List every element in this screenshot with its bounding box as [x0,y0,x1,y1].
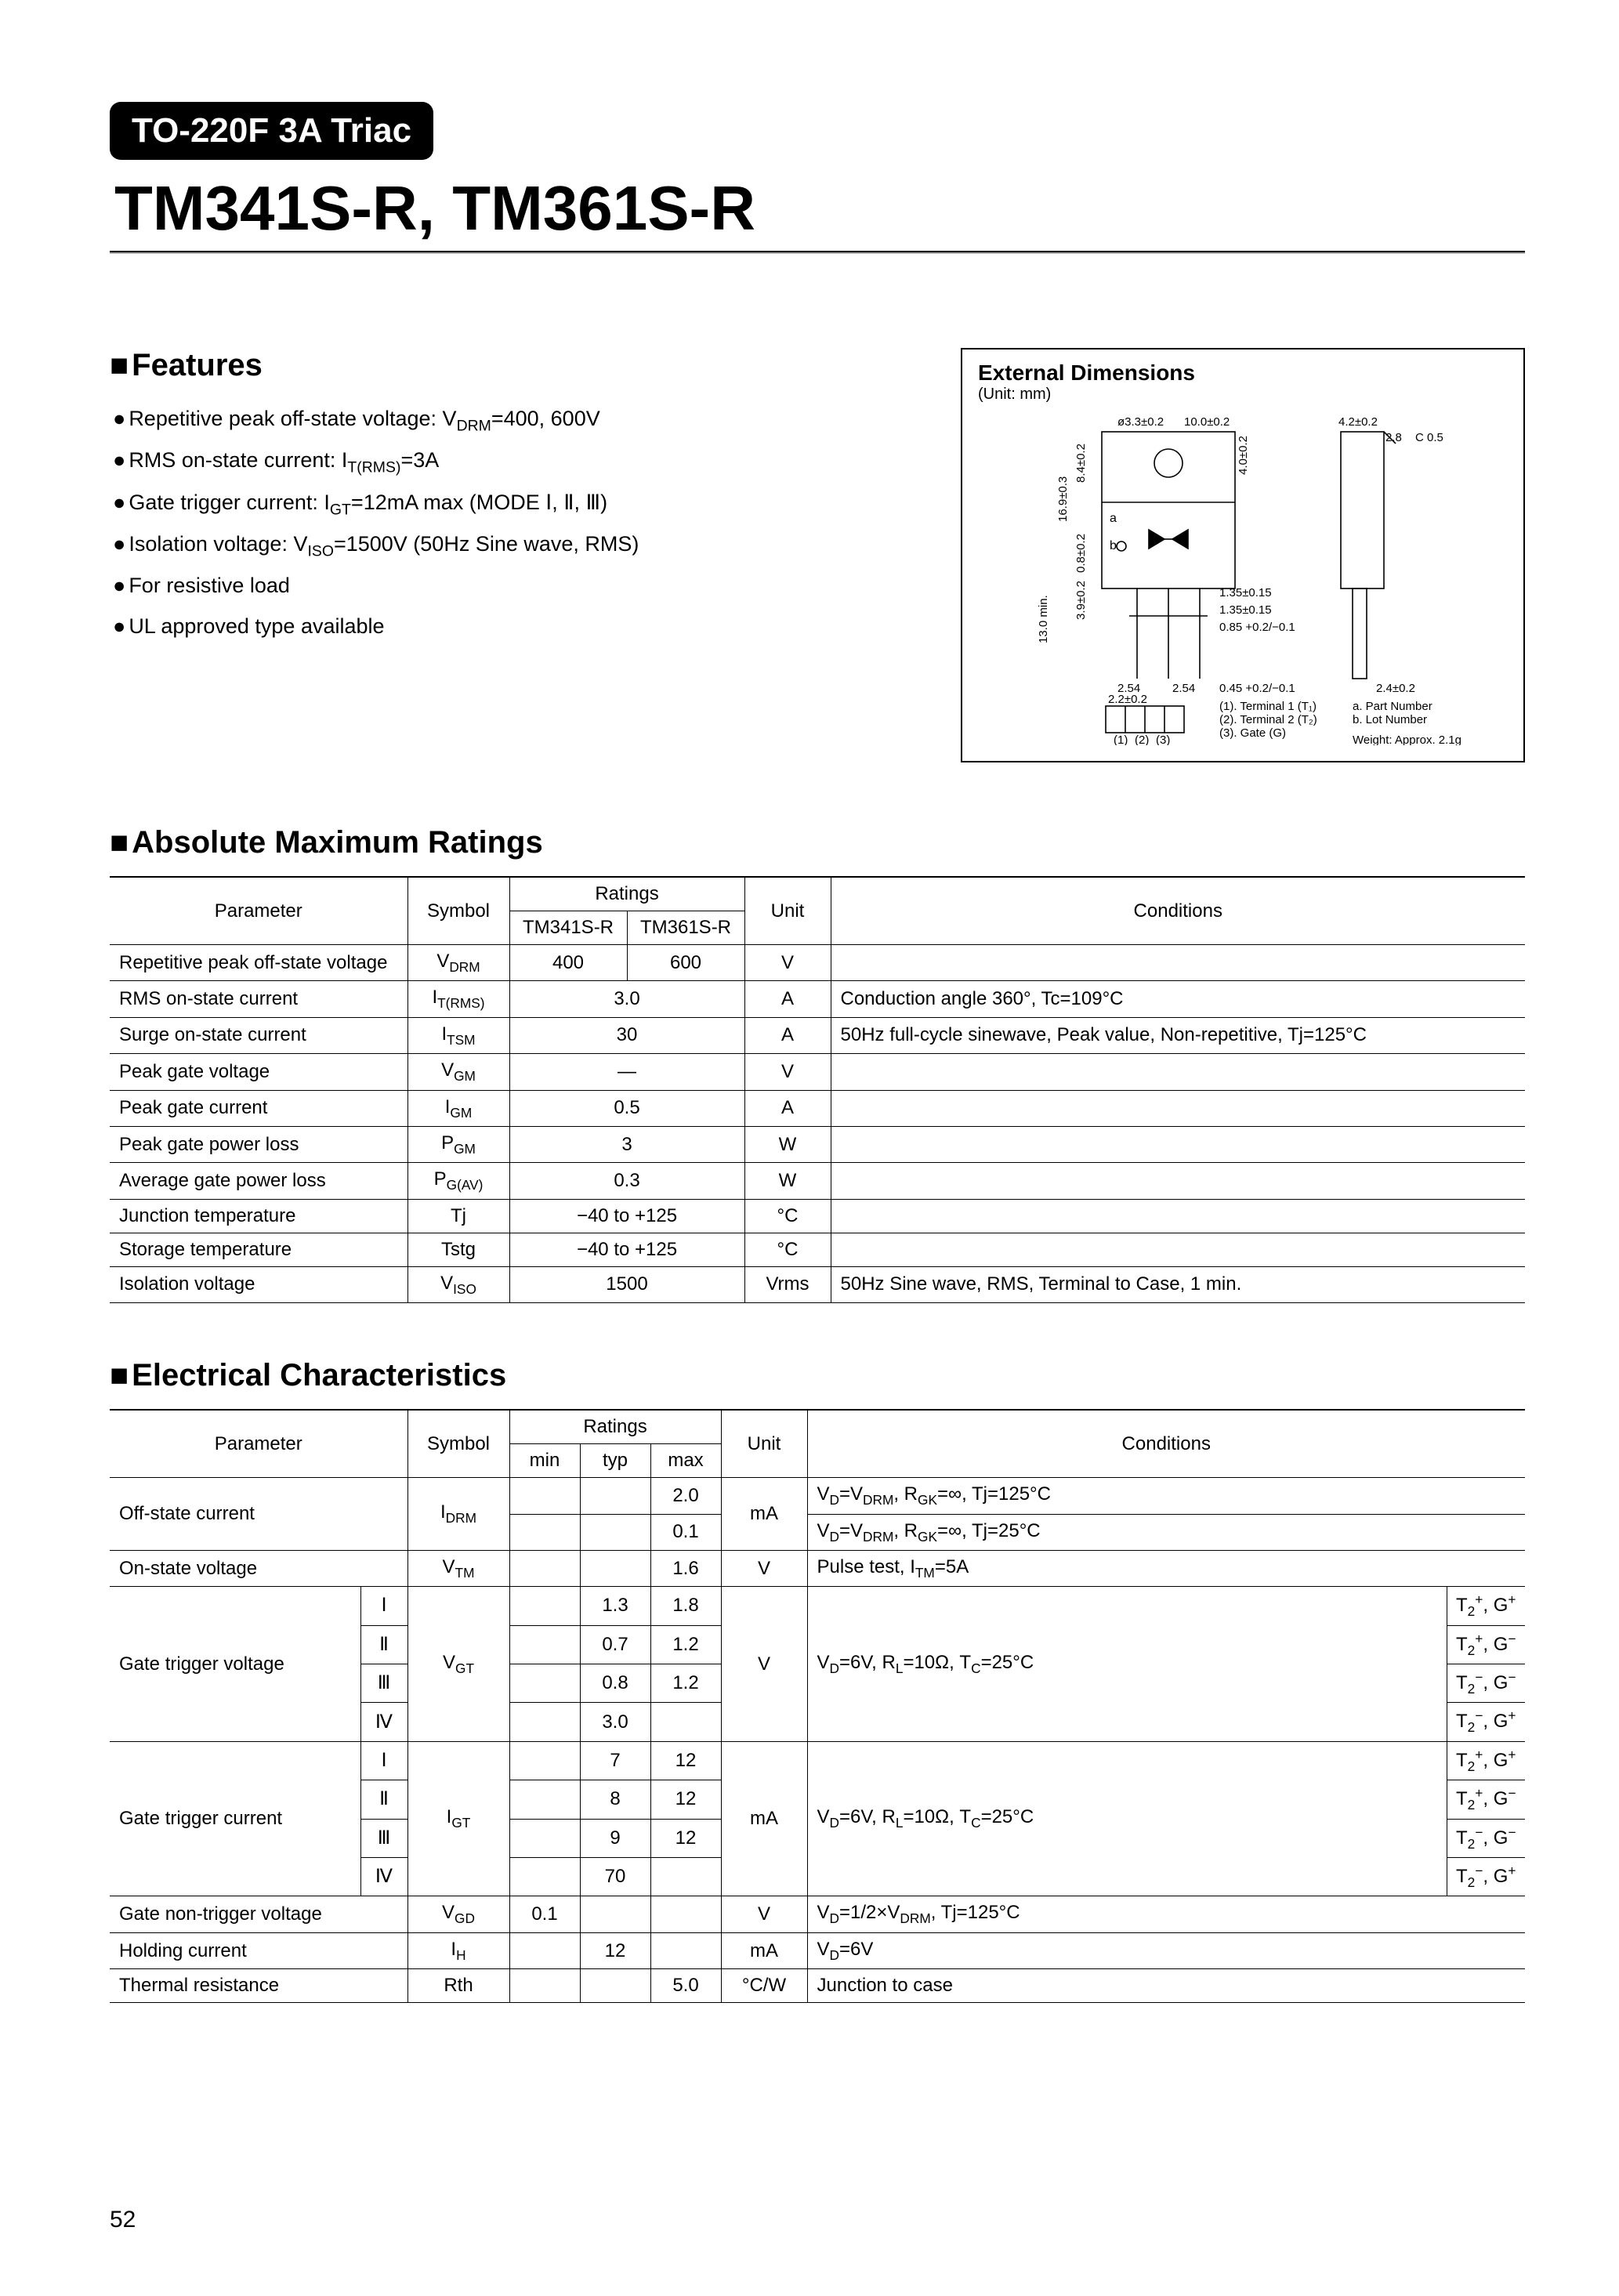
absmax-table: Parameter Symbol Ratings Unit Conditions… [110,876,1525,1303]
svg-text:(1). Terminal 1 (T₁): (1). Terminal 1 (T₁) [1219,700,1317,713]
table-row: Gate trigger voltageⅠVGT1.31.8VVD=6V, RL… [110,1587,1525,1625]
svg-text:a: a [1110,512,1117,525]
feature-item: RMS on-state current: IT(RMS)=3A [110,440,929,482]
feature-item: UL approved type available [110,607,929,646]
table-row: On-state voltageVTM 1.6V Pulse test, ITM… [110,1550,1525,1586]
svg-text:(3): (3) [1156,733,1170,745]
svg-text:C 0.5: C 0.5 [1415,431,1443,444]
svg-text:10.0±0.2: 10.0±0.2 [1184,415,1230,429]
svg-text:0.85 +0.2/−0.1: 0.85 +0.2/−0.1 [1219,621,1295,634]
svg-text:(1): (1) [1114,733,1128,745]
svg-text:2.54: 2.54 [1172,682,1195,695]
table-row: Average gate power lossPG(AV)0.3W [110,1163,1525,1199]
table-row: Gate trigger currentⅠIGT712mAVD=6V, RL=1… [110,1741,1525,1780]
svg-text:2.4±0.2: 2.4±0.2 [1376,682,1415,695]
svg-text:8.4±0.2: 8.4±0.2 [1074,444,1088,483]
svg-text:2.2±0.2: 2.2±0.2 [1108,693,1147,706]
svg-text:4.0±0.2: 4.0±0.2 [1237,436,1250,475]
table-row: Repetitive peak off-state voltageVDRM400… [110,945,1525,981]
svg-text:2.8: 2.8 [1385,431,1402,444]
svg-text:Weight: Approx. 2.1g: Weight: Approx. 2.1g [1353,733,1461,745]
table-row: Peak gate voltageVGM—V [110,1054,1525,1090]
absmax-title: Absolute Maximum Ratings [110,825,1525,860]
table-row: Peak gate currentIGM0.5A [110,1090,1525,1126]
svg-text:16.9±0.3: 16.9±0.3 [1056,476,1070,522]
svg-text:1.35±0.15: 1.35±0.15 [1219,586,1272,599]
table-row: Isolation voltageVISO1500Vrms50Hz Sine w… [110,1266,1525,1302]
table-row: Storage temperatureTstg−40 to +125°C [110,1233,1525,1266]
table-row: RMS on-state currentIT(RMS)3.0AConductio… [110,981,1525,1017]
table-row: Holding currentIH 12mA VD=6V [110,1932,1525,1968]
svg-text:(3). Gate (G): (3). Gate (G) [1219,726,1286,740]
svg-text:b. Lot Number: b. Lot Number [1353,713,1427,726]
table-row: Surge on-state currentITSM30A50Hz full-c… [110,1017,1525,1053]
svg-text:b: b [1110,539,1117,552]
features-list: Repetitive peak off-state voltage: VDRM=… [110,399,929,646]
svg-text:ø3.3±0.2: ø3.3±0.2 [1117,415,1164,429]
svg-text:0.8±0.2: 0.8±0.2 [1074,534,1088,573]
svg-text:(2). Terminal 2 (T₂): (2). Terminal 2 (T₂) [1219,713,1317,726]
dimensions-unit: (Unit: mm) [978,386,1508,404]
dimensions-box: External Dimensions (Unit: mm) a b [961,348,1525,762]
table-row: Thermal resistanceRth 5.0°C/W Junction t… [110,1969,1525,2003]
table-row: Gate non-trigger voltageVGD 0.1V VD=1/2×… [110,1896,1525,1932]
svg-text:13.0 min.: 13.0 min. [1037,595,1050,643]
feature-item: Repetitive peak off-state voltage: VDRM=… [110,399,929,440]
page-headline: TM341S-R, TM361S-R [110,172,1525,244]
table-row: Peak gate power lossPGM3W [110,1126,1525,1162]
svg-text:a. Part Number: a. Part Number [1353,700,1432,713]
page-number: 52 [110,2207,1525,2233]
headline-underline [110,251,1525,254]
svg-text:1.35±0.15: 1.35±0.15 [1219,603,1272,617]
svg-text:(2): (2) [1135,733,1149,745]
svg-text:0.45 +0.2/−0.1: 0.45 +0.2/−0.1 [1219,682,1295,695]
feature-item: For resistive load [110,566,929,606]
feature-item: Gate trigger current: IGT=12mA max (MODE… [110,483,929,524]
package-badge: TO-220F 3A Triac [110,102,433,160]
table-row: Off-state current IDRM 2.0 mA VD=VDRM, R… [110,1478,1525,1514]
features-title: Features [110,348,929,383]
feature-item: Isolation voltage: VISO=1500V (50Hz Sine… [110,524,929,566]
elec-title: Electrical Characteristics [110,1358,1525,1393]
dimensions-drawing: a b ø3.3±0.2 10.0± [984,408,1501,745]
table-row: Junction temperatureTj−40 to +125°C [110,1199,1525,1233]
elec-table: Parameter Symbol Ratings Unit Conditions… [110,1409,1525,2003]
dimensions-title: External Dimensions [978,360,1195,385]
svg-text:3.9±0.2: 3.9±0.2 [1074,581,1088,620]
svg-text:4.2±0.2: 4.2±0.2 [1338,415,1378,429]
